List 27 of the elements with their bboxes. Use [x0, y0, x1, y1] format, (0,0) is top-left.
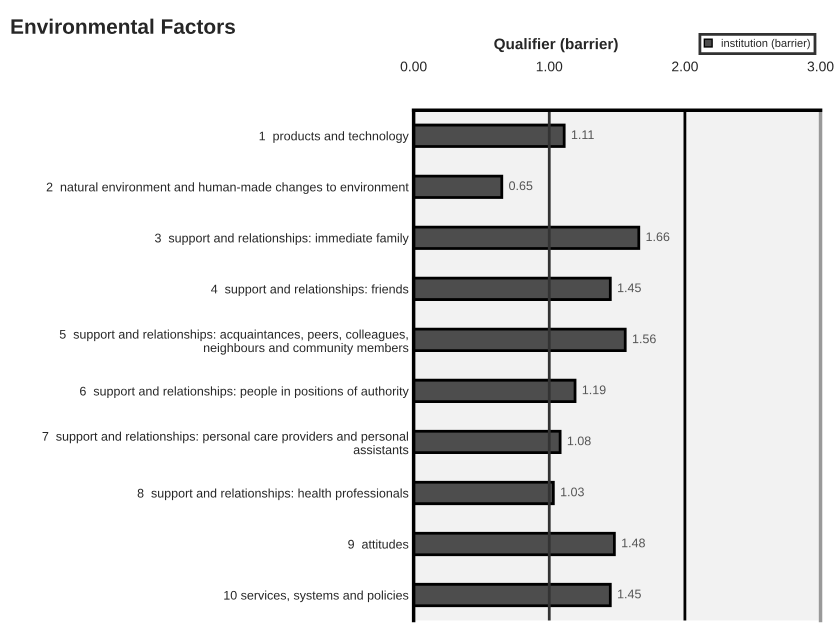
text: Environmental Factors	[11, 18, 235, 34]
x-tick-label: 2.00	[672, 62, 698, 72]
y-tick-label: 5 support and relationships: acquaintances, peers, colleagues, neighbours and community members	[60, 330, 408, 355]
data-label: 1.66	[646, 232, 670, 242]
data-label: 1.08	[568, 436, 591, 446]
x-tick-label: 1.00	[536, 62, 562, 72]
y-tick-label: 8 support and relationships: health professionals	[138, 488, 408, 500]
y-tick-label: 9 attitudes	[348, 539, 408, 549]
y-tick-label: 1 products and technology	[260, 131, 409, 143]
y-tick-label: 3 support and relationships: immediate family	[154, 233, 409, 245]
y-tick-label: 10 services, systems and policies	[224, 590, 408, 602]
y-tick-label: 6 support and relationships: people in positions of authority	[80, 386, 409, 398]
x-tick-label: 3.00	[808, 62, 834, 72]
y-tick-label: 2 natural environment and human-made changes to environment	[46, 182, 409, 194]
data-label: 1.19	[582, 385, 606, 394]
data-label: 1.11	[572, 130, 594, 139]
y-tick-label: 4 support and relationships: friends	[211, 284, 408, 296]
legend-label: institution (barrier)	[722, 38, 810, 50]
data-label: 1.45	[618, 283, 641, 292]
data-label: 0.65	[509, 181, 532, 190]
data-label: 1.56	[632, 334, 656, 344]
data-label: 1.03	[561, 487, 584, 496]
data-label: 1.45	[618, 590, 641, 598]
x-axis-title: Qualifier (barrier)	[494, 38, 618, 52]
x-tick-label: 0.00	[400, 62, 427, 72]
y-tick-label: 7 support and relationships: personal care providers and personal assistants	[42, 432, 408, 454]
data-label: 1.48	[622, 538, 645, 548]
